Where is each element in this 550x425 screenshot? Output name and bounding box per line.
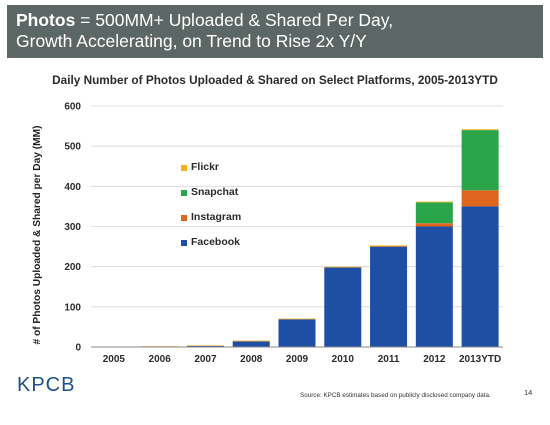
x-tick-label: 2006: [149, 354, 172, 365]
legend-item-instagram: Instagram: [181, 211, 242, 223]
header-title-bold: Photos: [16, 10, 76, 30]
bar-facebook: [232, 341, 270, 347]
x-tick-label: 2009: [286, 354, 309, 365]
y-tick-label: 600: [64, 102, 81, 113]
y-tick-label: 500: [64, 142, 81, 153]
bar-instagram: [415, 223, 453, 227]
x-tick-label: 2010: [332, 354, 355, 365]
header-line-2: Growth Accelerating, on Trend to Rise 2x…: [16, 31, 367, 51]
legend-swatch: [181, 215, 187, 221]
bar-instagram: [461, 190, 499, 207]
legend-swatch: [181, 240, 187, 246]
bar-facebook: [278, 319, 316, 347]
bar-facebook: [461, 206, 499, 347]
bar-flickr: [415, 201, 453, 203]
bar-flickr: [461, 129, 499, 131]
y-tick-label: 100: [64, 302, 81, 313]
legend-label: Flickr: [191, 161, 220, 173]
y-tick-label: 300: [64, 222, 81, 233]
bar-flickr: [232, 340, 270, 342]
bar-instagram: [370, 246, 408, 247]
bar-flickr: [370, 245, 408, 247]
kpcb-logo: KPCB: [17, 374, 76, 396]
x-tick-label: 2011: [378, 354, 400, 365]
legend-label: Snapchat: [191, 186, 239, 198]
header-line-1: Photos = 500MM+ Uploaded & Shared Per Da…: [16, 10, 543, 31]
y-tick-label: 200: [64, 262, 81, 273]
legend-label: Instagram: [191, 211, 242, 223]
slide-header: Photos = 500MM+ Uploaded & Shared Per Da…: [7, 5, 543, 58]
bar-flickr: [324, 266, 362, 268]
y-tick-label: 0: [75, 343, 81, 354]
page-number: 14: [524, 388, 533, 397]
x-tick-label: 2013YTD: [459, 354, 501, 365]
bar-flickr: [278, 318, 316, 320]
bar-facebook: [370, 246, 408, 347]
x-tick-label: 2007: [194, 354, 217, 365]
y-tick-label: 400: [64, 182, 81, 193]
bar-facebook: [324, 267, 362, 347]
legend-label: Facebook: [191, 236, 241, 248]
legend-swatch: [181, 190, 187, 196]
bar-snapchat: [461, 130, 499, 191]
legend-item-flickr: Flickr: [181, 161, 220, 173]
bar-facebook: [415, 226, 453, 347]
header-title-rest: = 500MM+ Uploaded & Shared Per Day,: [75, 10, 394, 30]
x-tick-label: 2005: [103, 354, 126, 365]
legend-item-facebook: Facebook: [181, 236, 241, 248]
bar-snapchat: [415, 202, 453, 224]
legend-item-snapchat: Snapchat: [181, 186, 239, 198]
bar-facebook: [186, 345, 224, 347]
bar-flickr: [141, 346, 179, 347]
x-tick-label: 2008: [240, 354, 263, 365]
chart-title: Daily Number of Photos Uploaded & Shared…: [52, 73, 498, 87]
source-note: Source: KPCB estimates based on publicly…: [300, 392, 491, 399]
bar-flickr: [186, 345, 224, 346]
legend-swatch: [181, 165, 187, 171]
x-tick-label: 2012: [423, 354, 446, 365]
